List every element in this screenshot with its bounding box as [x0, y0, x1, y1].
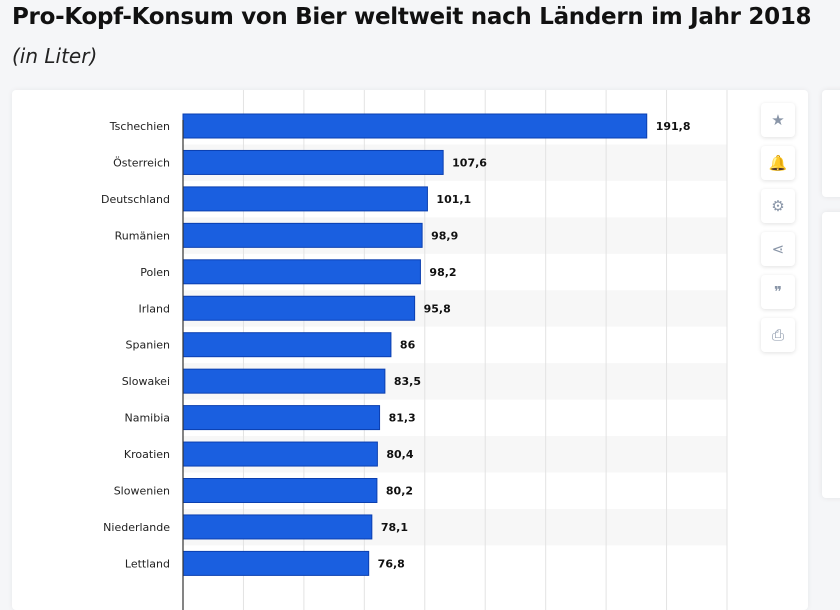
category-label: Slowakei: [122, 375, 170, 388]
print-button[interactable]: ⎙: [761, 318, 795, 352]
category-label: Kroatien: [124, 448, 170, 461]
data-label: 86: [400, 339, 416, 352]
category-label: Niederlande: [103, 521, 170, 534]
bar: [182, 295, 416, 321]
data-label: 76,8: [378, 557, 405, 570]
data-label: 98,2: [429, 266, 456, 279]
data-label: 98,9: [431, 229, 458, 242]
bar-chart: Tschechien 191,8 Österreich 107,6 Deutschlan…: [101, 90, 728, 610]
bell-button[interactable]: 🔔: [761, 146, 795, 180]
bar: [182, 514, 373, 540]
chart-subtitle: (in Liter): [12, 44, 98, 68]
quote-button[interactable]: ❞: [761, 275, 795, 309]
bar: [182, 405, 381, 431]
gear-icon: ⚙: [771, 197, 785, 215]
bar: [182, 550, 370, 576]
data-label: 191,8: [656, 120, 691, 133]
data-label: 83,5: [394, 375, 421, 388]
quote-icon: ❞: [773, 283, 783, 301]
bar: [182, 368, 386, 394]
bar: [182, 332, 392, 358]
category-label: Lettland: [125, 557, 170, 570]
category-label: Irland: [138, 302, 170, 315]
side-panel-bottom: [822, 212, 840, 498]
bar: [182, 222, 423, 248]
star-button[interactable]: ★: [761, 103, 795, 137]
data-label: 81,3: [389, 412, 416, 425]
data-label: 80,2: [386, 485, 413, 498]
category-label: Österreich: [113, 156, 170, 169]
data-label: 80,4: [386, 448, 413, 461]
data-label: 95,8: [424, 302, 451, 315]
side-panel-top: [822, 90, 840, 197]
bar: [182, 259, 421, 285]
chart-card: Tschechien 191,8 Österreich 107,6 Deutschlan…: [12, 90, 808, 610]
print-icon: ⎙: [771, 326, 784, 344]
bar: [182, 478, 378, 503]
bar: [182, 186, 428, 212]
data-label: 78,1: [381, 521, 408, 534]
category-label: Polen: [140, 266, 170, 279]
bar: [182, 113, 648, 139]
category-label: Deutschland: [101, 193, 170, 206]
bar: [182, 149, 444, 175]
category-label: Tschechien: [109, 120, 170, 133]
category-label: Rumänien: [115, 229, 170, 242]
category-label: Spanien: [126, 339, 171, 352]
data-label: 107,6: [452, 156, 487, 169]
star-icon: ★: [771, 111, 785, 129]
share-button[interactable]: ⋖: [761, 232, 795, 266]
chart-title: Pro-Kopf-Konsum von Bier weltweit nach L…: [12, 4, 812, 30]
bar: [182, 441, 378, 467]
category-label: Slowenien: [114, 485, 170, 498]
category-label: Namibia: [124, 412, 170, 425]
gear-button[interactable]: ⚙: [761, 189, 795, 223]
data-label: 101,1: [436, 193, 471, 206]
bell-icon: 🔔: [768, 154, 788, 172]
share-icon: ⋖: [771, 240, 785, 258]
